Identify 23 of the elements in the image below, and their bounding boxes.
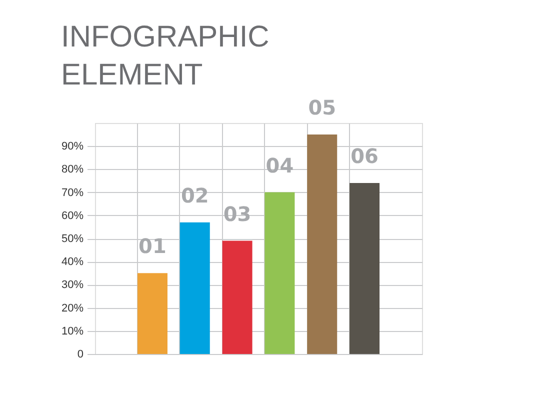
bar [264, 192, 295, 354]
y-tick-label: 60% [61, 210, 84, 222]
y-tick-label: 50% [61, 233, 84, 245]
x-tick-label: 06 [350, 144, 378, 168]
bar [222, 240, 252, 354]
x-tick-label: 05 [308, 96, 336, 120]
x-tick-label: 03 [223, 202, 252, 226]
bar [137, 273, 168, 354]
y-tick-label: 10% [61, 325, 84, 338]
bar [180, 222, 210, 354]
x-tick-label: 01 [138, 234, 166, 258]
y-tick-label: 0 [77, 348, 84, 360]
y-tick-label: 40% [61, 256, 84, 268]
y-tick-label: 80% [61, 164, 84, 176]
y-tick-label: 30% [61, 279, 84, 292]
y-tick-label: 70% [61, 186, 84, 199]
bar [350, 183, 380, 354]
bar [307, 134, 338, 354]
y-tick-label: 20% [61, 302, 84, 314]
y-tick-label: 90% [61, 140, 84, 153]
x-tick-label: 02 [180, 183, 209, 208]
x-tick-label: 04 [266, 153, 294, 178]
chart-title: INFOGRAPHIC ELEMENT [60, 20, 270, 92]
